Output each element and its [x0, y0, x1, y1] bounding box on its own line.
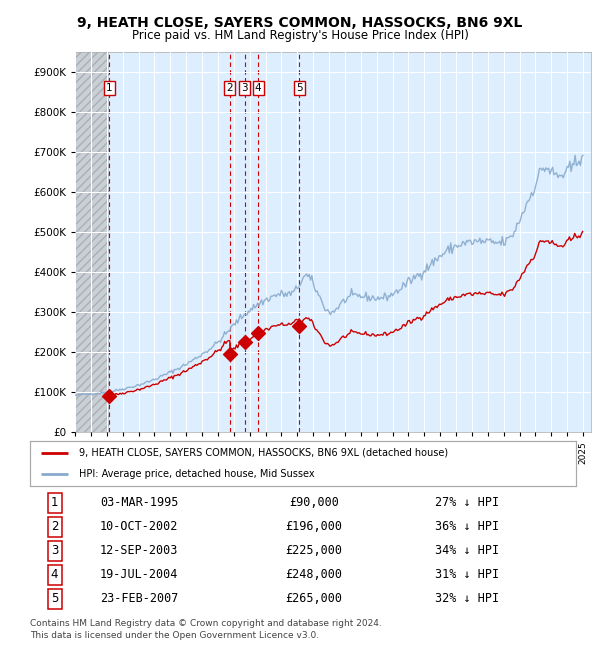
Point: [295, 321, 304, 332]
Text: £90,000: £90,000: [289, 497, 339, 510]
Text: 3: 3: [242, 83, 248, 93]
Text: 32% ↓ HPI: 32% ↓ HPI: [435, 593, 499, 606]
Text: 4: 4: [255, 83, 262, 93]
Text: 1: 1: [106, 83, 113, 93]
Text: 10-OCT-2002: 10-OCT-2002: [100, 520, 178, 533]
Text: £196,000: £196,000: [286, 520, 343, 533]
Text: £265,000: £265,000: [286, 593, 343, 606]
Text: £248,000: £248,000: [286, 568, 343, 582]
Text: 3: 3: [51, 545, 58, 558]
Text: 19-JUL-2004: 19-JUL-2004: [100, 568, 178, 582]
Text: 9, HEATH CLOSE, SAYERS COMMON, HASSOCKS, BN6 9XL: 9, HEATH CLOSE, SAYERS COMMON, HASSOCKS,…: [77, 16, 523, 31]
Text: 34% ↓ HPI: 34% ↓ HPI: [435, 545, 499, 558]
Text: 9, HEATH CLOSE, SAYERS COMMON, HASSOCKS, BN6 9XL (detached house): 9, HEATH CLOSE, SAYERS COMMON, HASSOCKS,…: [79, 448, 448, 458]
Text: £225,000: £225,000: [286, 545, 343, 558]
Point: [253, 328, 263, 338]
Text: 5: 5: [51, 593, 58, 606]
Text: 27% ↓ HPI: 27% ↓ HPI: [435, 497, 499, 510]
Bar: [75, 52, 109, 432]
Text: 36% ↓ HPI: 36% ↓ HPI: [435, 520, 499, 533]
Text: 03-MAR-1995: 03-MAR-1995: [100, 497, 178, 510]
Point: [240, 337, 250, 347]
Text: 2: 2: [51, 520, 58, 533]
Text: Contains HM Land Registry data © Crown copyright and database right 2024.: Contains HM Land Registry data © Crown c…: [30, 619, 382, 628]
Point: [225, 348, 235, 359]
Text: 5: 5: [296, 83, 303, 93]
Text: 12-SEP-2003: 12-SEP-2003: [100, 545, 178, 558]
Text: 1: 1: [51, 497, 58, 510]
Text: 2: 2: [226, 83, 233, 93]
Text: HPI: Average price, detached house, Mid Sussex: HPI: Average price, detached house, Mid …: [79, 469, 315, 479]
Text: This data is licensed under the Open Government Licence v3.0.: This data is licensed under the Open Gov…: [30, 630, 319, 640]
Text: Price paid vs. HM Land Registry's House Price Index (HPI): Price paid vs. HM Land Registry's House …: [131, 29, 469, 42]
Text: 31% ↓ HPI: 31% ↓ HPI: [435, 568, 499, 582]
Text: 4: 4: [51, 568, 58, 582]
Point: [104, 391, 114, 402]
Text: 23-FEB-2007: 23-FEB-2007: [100, 593, 178, 606]
